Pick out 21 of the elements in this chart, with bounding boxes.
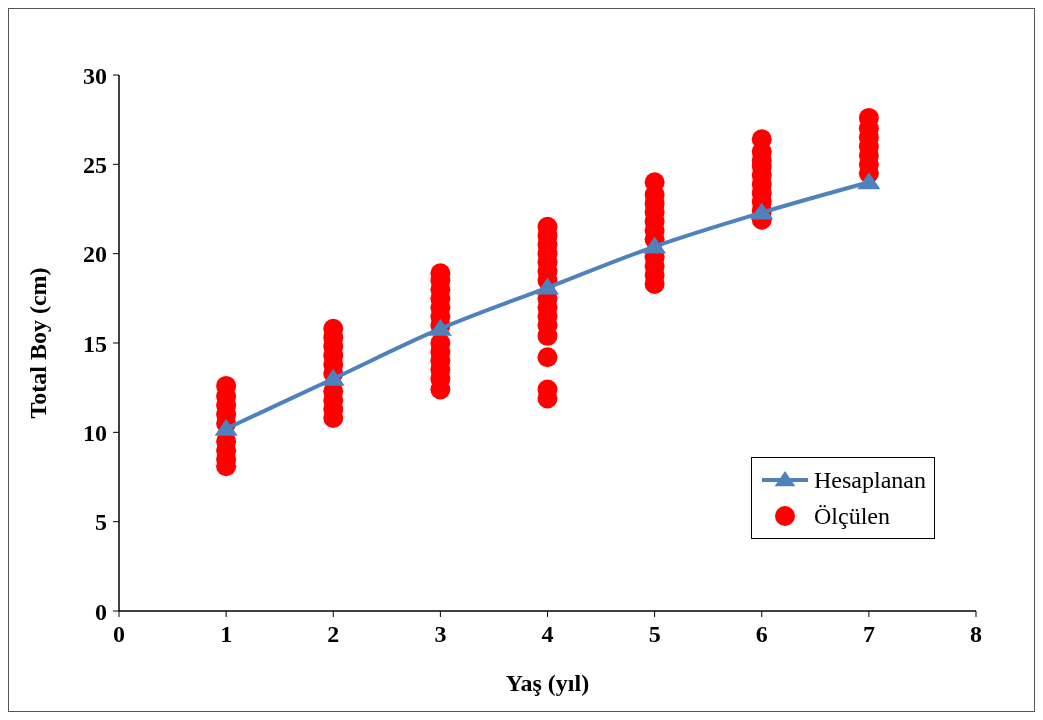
y-tick-label: 25: [83, 151, 107, 178]
x-tick-label: 6: [755, 621, 768, 648]
point: [214, 418, 238, 436]
x-tick-label: 7: [862, 621, 875, 648]
y-tick-label: 10: [83, 419, 107, 446]
x-axis-title: Yaş (yıl): [505, 670, 590, 696]
legend-label: Hesaplanan: [814, 466, 926, 494]
y-tick-label: 0: [95, 598, 107, 625]
x-tick-label: 3: [434, 621, 447, 648]
y-tick-label: 5: [95, 509, 107, 536]
x-tick-label: 8: [970, 621, 982, 648]
x-tick-label: 5: [648, 621, 661, 648]
x-tick-label: 0: [113, 621, 125, 648]
y-tick-label: 20: [83, 241, 107, 268]
x-tick-label: 2: [327, 621, 340, 648]
legend-label: Ölçülen: [814, 502, 890, 530]
y-tick-label: 15: [83, 330, 107, 357]
y-tick-label: 30: [83, 62, 107, 89]
y-axis-title: Total Boy (cm): [24, 267, 51, 419]
x-tick-label: 4: [541, 621, 554, 648]
x-tick-label: 1: [220, 621, 233, 648]
